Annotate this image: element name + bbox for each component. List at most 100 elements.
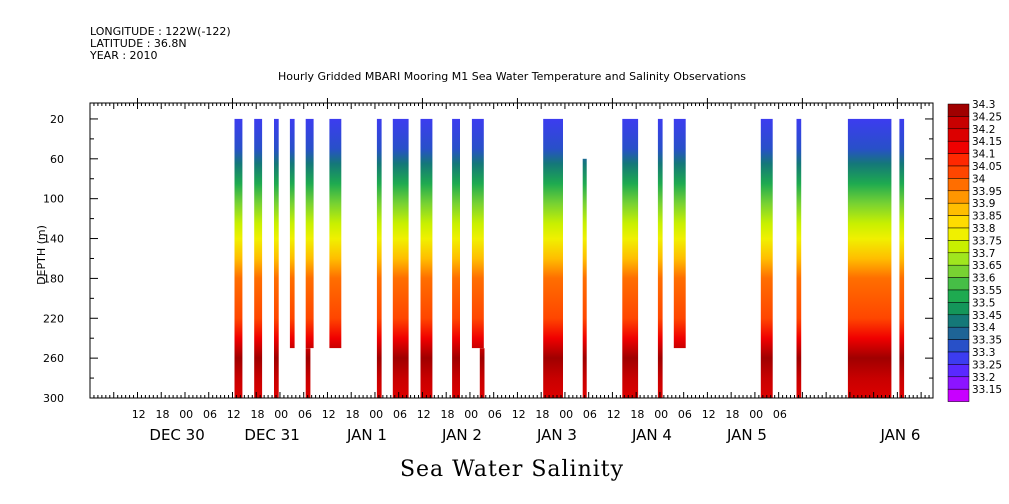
x-tick-label: 12 bbox=[227, 408, 241, 421]
legend-swatch bbox=[947, 314, 970, 328]
color-legend: 34.334.2534.234.1534.134.053433.9533.933… bbox=[947, 99, 1002, 402]
data-column bbox=[305, 348, 311, 398]
legend-label: 33.25 bbox=[972, 359, 1002, 371]
x-tick-label: 00 bbox=[654, 408, 668, 421]
legend-swatch bbox=[947, 277, 970, 291]
x-tick-label: 00 bbox=[559, 408, 573, 421]
x-date-label: DEC 30 bbox=[149, 426, 204, 444]
legend-label: 33.45 bbox=[972, 310, 1002, 322]
y-tick-label: 20 bbox=[50, 113, 64, 126]
data-column bbox=[899, 118, 905, 399]
legend-swatch bbox=[947, 215, 970, 229]
x-date-label: JAN 2 bbox=[441, 426, 482, 444]
x-axis-label: Sea Water Salinity bbox=[400, 457, 624, 482]
legend-label: 34.15 bbox=[972, 136, 1002, 148]
x-tick-label: 06 bbox=[298, 408, 312, 421]
x-tick-label: 18 bbox=[725, 408, 739, 421]
x-date-label: JAN 6 bbox=[880, 426, 921, 444]
data-column bbox=[760, 118, 773, 399]
data-column bbox=[289, 118, 295, 349]
data-column bbox=[471, 118, 484, 349]
x-tick-label: 06 bbox=[488, 408, 502, 421]
x-date-label: JAN 5 bbox=[726, 426, 767, 444]
longitude-label: LONGITUDE : 122W(-122) bbox=[90, 25, 231, 38]
legend-swatch bbox=[947, 227, 970, 241]
legend-label: 34.1 bbox=[972, 149, 995, 161]
data-columns bbox=[234, 118, 905, 399]
legend-swatch bbox=[947, 140, 970, 154]
latitude-label: LATITUDE : 36.8N bbox=[90, 37, 187, 50]
legend-swatch bbox=[947, 289, 970, 303]
x-tick-label: 00 bbox=[274, 408, 288, 421]
y-axis-label: DEPTH (m) bbox=[35, 225, 48, 285]
data-column bbox=[234, 118, 243, 399]
legend-swatch bbox=[947, 202, 970, 216]
x-tick-label: 12 bbox=[512, 408, 526, 421]
legend-swatch bbox=[947, 364, 970, 378]
x-tick-label: 18 bbox=[630, 408, 644, 421]
x-tick-label: 00 bbox=[464, 408, 478, 421]
legend-swatch bbox=[947, 165, 970, 179]
data-column bbox=[254, 118, 263, 399]
legend-swatch bbox=[947, 153, 970, 167]
x-tick-label: 12 bbox=[132, 408, 146, 421]
x-tick-label: 12 bbox=[417, 408, 431, 421]
legend-swatch bbox=[947, 339, 970, 353]
legend-swatch bbox=[947, 252, 970, 266]
data-column bbox=[673, 118, 686, 349]
data-column bbox=[582, 158, 587, 398]
x-tick-label: 18 bbox=[535, 408, 549, 421]
chart-title: Hourly Gridded MBARI Mooring M1 Sea Wate… bbox=[278, 70, 746, 83]
legend-label: 33.3 bbox=[972, 347, 995, 359]
y-tick-label: 300 bbox=[43, 392, 64, 405]
legend-swatch bbox=[947, 103, 970, 117]
legend-label: 34 bbox=[972, 173, 986, 185]
x-tick-label: 06 bbox=[583, 408, 597, 421]
x-tick-label: 06 bbox=[393, 408, 407, 421]
x-date-label: JAN 3 bbox=[536, 426, 577, 444]
x-tick-label: 06 bbox=[203, 408, 217, 421]
legend-label: 33.7 bbox=[972, 248, 995, 260]
legend-label: 34.25 bbox=[972, 111, 1002, 123]
axes: 12 18 00 06 12 18 00 06 12 18 00 06 12 18 00 06 12 18 00 06… bbox=[43, 98, 934, 444]
data-column bbox=[452, 118, 460, 399]
legend-swatch bbox=[947, 190, 970, 204]
legend-label: 33.75 bbox=[972, 235, 1002, 247]
data-column bbox=[376, 118, 382, 399]
data-column bbox=[305, 118, 314, 349]
x-tick-label: 00 bbox=[749, 408, 763, 421]
legend-swatch bbox=[947, 128, 970, 142]
x-tick-label: 18 bbox=[441, 408, 455, 421]
legend-swatch bbox=[947, 388, 970, 402]
legend-label: 34.05 bbox=[972, 161, 1002, 173]
legend-label: 33.5 bbox=[972, 297, 995, 309]
legend-label: 33.15 bbox=[972, 384, 1002, 396]
legend-swatch bbox=[947, 326, 970, 340]
y-tick-label: 60 bbox=[50, 153, 64, 166]
y-tick-label: 260 bbox=[43, 352, 64, 365]
legend-swatch bbox=[947, 240, 970, 254]
data-column bbox=[657, 118, 663, 399]
y-tick-label: 180 bbox=[43, 272, 64, 285]
x-tick-label: 18 bbox=[156, 408, 170, 421]
legend-label: 33.95 bbox=[972, 186, 1002, 198]
legend-label: 33.9 bbox=[972, 198, 995, 210]
legend-label: 33.4 bbox=[972, 322, 996, 334]
x-tick-label: 12 bbox=[607, 408, 621, 421]
legend-label: 34.2 bbox=[972, 124, 995, 136]
x-tick-label: 12 bbox=[322, 408, 336, 421]
data-column bbox=[543, 118, 563, 399]
x-date-label: JAN 1 bbox=[346, 426, 387, 444]
x-tick-label: 06 bbox=[678, 408, 692, 421]
data-column bbox=[329, 118, 342, 349]
legend-swatch bbox=[947, 264, 970, 278]
data-column bbox=[392, 118, 409, 399]
legend-label: 33.85 bbox=[972, 211, 1002, 223]
legend-label: 33.55 bbox=[972, 285, 1002, 297]
legend-swatch bbox=[947, 376, 970, 390]
year-label: YEAR : 2010 bbox=[89, 49, 158, 62]
y-tick-label: 140 bbox=[43, 233, 64, 246]
data-column bbox=[796, 118, 802, 399]
legend-label: 33.2 bbox=[972, 372, 995, 384]
